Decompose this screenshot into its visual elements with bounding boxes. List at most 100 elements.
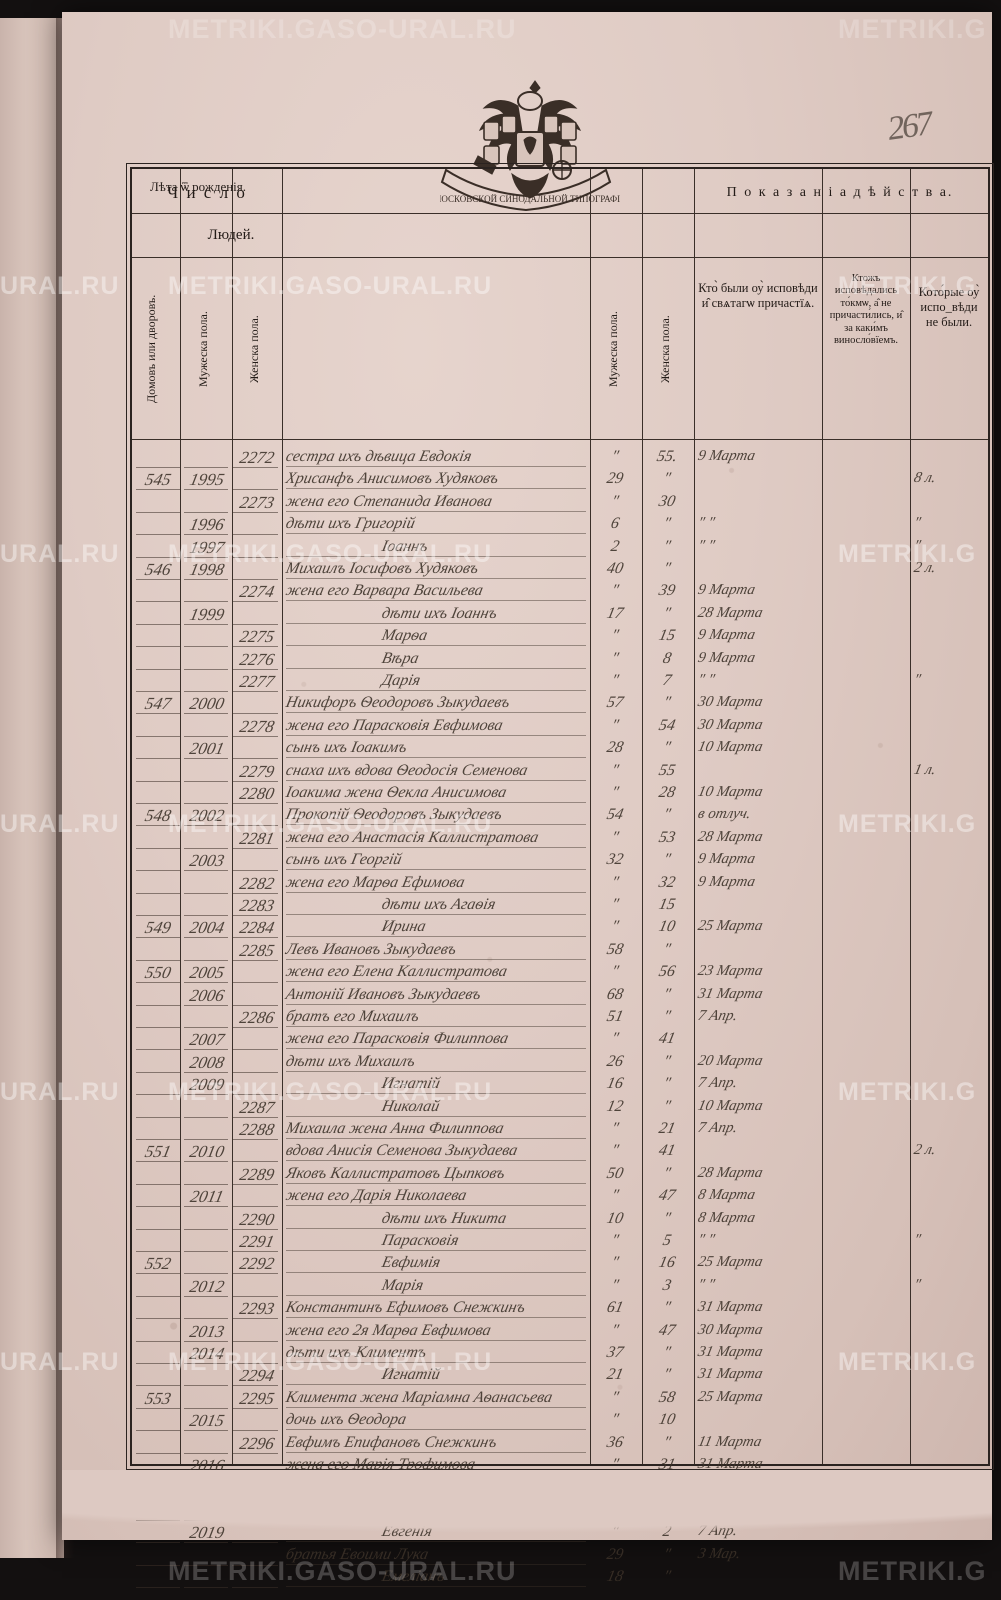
cell-confession-date: " ": [696, 1276, 717, 1293]
cell-household: 549: [143, 918, 173, 938]
cell-confession-date: 28 Марта: [696, 828, 765, 845]
cell-absent-note: ": [912, 672, 923, 688]
cell-confession-date: 28 Марта: [696, 604, 765, 621]
header-group-people: Людей.: [207, 227, 255, 243]
cell-female-age: 3: [661, 1276, 673, 1294]
cell-person-name: Хрисанфъ Анисимовъ Худяковъ: [284, 470, 500, 488]
cell-male-age: ": [609, 896, 621, 913]
cell-male-age: 51: [605, 1008, 625, 1025]
cell-male-number: 2012: [188, 1276, 227, 1296]
cell-female-number: 2289: [238, 1164, 277, 1184]
cell-confession-date: 9 Марта: [696, 582, 757, 599]
cell-confession-date: 8 Марта: [696, 1209, 757, 1226]
cell-male-age: ": [609, 873, 621, 891]
cell-confession-date: 10 Марта: [696, 784, 765, 800]
cell-male-age: ": [609, 582, 621, 600]
header-col-confessed: Кто̀ были оу̀ исповѣди и̂ свѧтагѡ причас…: [698, 281, 818, 310]
cell-male-age: ": [609, 963, 621, 981]
cell-person-name: жена его Парасковiя Филиппова: [284, 1030, 511, 1048]
cell-person-name: Емелiанъ: [380, 1568, 447, 1585]
cell-confession-date: 25 Марта: [696, 1388, 765, 1405]
cell-absent-note: 2 л.: [912, 1142, 938, 1159]
rule-confessed-partial: [822, 169, 823, 1464]
header-col-households: Домовъ или дворовъ.: [144, 294, 158, 404]
cell-absent-note: 2 л.: [912, 560, 938, 576]
cell-household: 546: [143, 560, 173, 579]
cell-confession-date: 31 Марта: [696, 1299, 765, 1316]
cell-female-number: 2290: [238, 1209, 277, 1229]
cell-female-number: 2274: [238, 582, 277, 602]
cell-male-age: 58: [605, 940, 625, 958]
cell-male-number: 1999: [188, 604, 227, 624]
cell-male-number: 2009: [188, 1075, 227, 1095]
cell-confession-date: 10 Марта: [696, 1097, 765, 1114]
cell-female-age: 10: [657, 918, 677, 936]
rule-maleage-femaleage: [642, 169, 643, 1464]
cell-absent-note: 8 л.: [912, 470, 938, 487]
cell-person-name: Прокопiй Ѳеодоровъ Зыкудаевъ: [284, 806, 504, 824]
cell-person-name: жена его Марѳа Ефимова: [284, 873, 467, 891]
cell-person-name: жена его Елена Каллистратова: [284, 963, 509, 981]
header-group-count: Ч и с л о: [167, 183, 247, 202]
cell-female-age: 39: [657, 582, 677, 600]
cell-female-age: ": [661, 604, 673, 622]
cell-absent-note: ": [912, 537, 923, 554]
cell-male-age: ": [609, 1030, 621, 1048]
folio-number: 267: [887, 104, 931, 149]
cell-male-age: ": [609, 1321, 621, 1339]
cell-confession-date: 7 Апр.: [696, 1008, 739, 1024]
cell-female-age: 5: [661, 1232, 673, 1249]
cell-confession-date: 31 Марта: [696, 985, 765, 1002]
cell-female-number: 2280: [238, 784, 277, 803]
register-page: МОСКОВСКОЙ СИНОДАЛЬНОЙ ТИПОГРАФIИ 267 Ч …: [62, 12, 994, 1588]
cell-confession-date: 9 Марта: [696, 649, 757, 666]
cell-male-number: 2015: [188, 1411, 227, 1431]
cell-male-number: 2005: [188, 963, 227, 983]
cell-person-name: Iоакима жена Ѳекла Анисимова: [284, 784, 509, 801]
cell-female-age: 54: [657, 716, 677, 734]
cell-female-age: 53: [657, 828, 677, 846]
cell-confession-date: 9 Марта: [696, 448, 757, 464]
cell-confession-date: 9 Марта: [696, 851, 757, 868]
cell-male-age: ": [609, 492, 621, 510]
cell-male-number: 2007: [188, 1030, 227, 1050]
cell-confession-date: 31 Марта: [696, 1366, 765, 1383]
cell-confession-date: 30 Марта: [696, 694, 765, 711]
cell-male-age: ": [609, 828, 621, 846]
cell-person-name: Марѳа: [380, 627, 430, 645]
cell-female-age: 32: [657, 873, 677, 891]
cell-person-name: Левъ Ивановъ Зыкудаевъ: [284, 940, 458, 958]
cell-female-number: 2293: [238, 1299, 277, 1319]
cell-household: 547: [143, 694, 173, 714]
cell-person-name: жена его Анастасiя Каллистратова: [284, 828, 541, 846]
rule-names-maleage: [590, 169, 591, 1464]
cell-male-age: ": [609, 1411, 621, 1429]
header-col-female-age: Женска пола.: [658, 315, 672, 383]
cell-person-name: Николай: [380, 1097, 442, 1115]
rule-house-male: [180, 169, 181, 1464]
cell-male-number: 2013: [188, 1321, 227, 1341]
cell-male-age: 29: [605, 470, 625, 488]
cell-female-age: ": [661, 1568, 673, 1585]
cell-person-name: жена его 2я Марѳа Евфимова: [284, 1321, 493, 1339]
cell-person-name: Парасковiя: [380, 1232, 461, 1249]
cell-male-age: 40: [605, 560, 625, 577]
cell-person-name: снаха ихъ вдова Ѳеодосiя Семенова: [284, 761, 530, 779]
cell-female-age: 55.: [655, 448, 679, 465]
cell-female-number: 2295: [238, 1388, 277, 1408]
cell-female-age: 41: [657, 1030, 677, 1048]
cell-male-number: 2008: [188, 1052, 227, 1072]
cell-male-age: 2: [609, 537, 621, 555]
cell-person-name: Яковъ Каллистратовъ Цыпковъ: [284, 1164, 507, 1182]
cell-male-age: ": [609, 716, 621, 734]
cell-female-age: ": [661, 515, 673, 533]
cell-person-name: дочь ихъ Ѳеодора: [284, 1411, 408, 1429]
cell-male-number: 2011: [188, 1187, 226, 1207]
cell-female-age: ": [661, 1344, 673, 1361]
cell-person-name: дѣти ихъ Михаилъ: [284, 1052, 417, 1070]
cell-person-name: братъ его Михаилъ: [284, 1008, 421, 1025]
cell-female-number: 2296: [238, 1433, 277, 1453]
emblem-banner-text: МОСКОВСКОЙ СИНОДАЛЬНОЙ ТИПОГРАФIИ: [440, 194, 620, 204]
cell-female-number: 2292: [238, 1254, 277, 1274]
cell-male-age: ": [609, 1254, 621, 1272]
